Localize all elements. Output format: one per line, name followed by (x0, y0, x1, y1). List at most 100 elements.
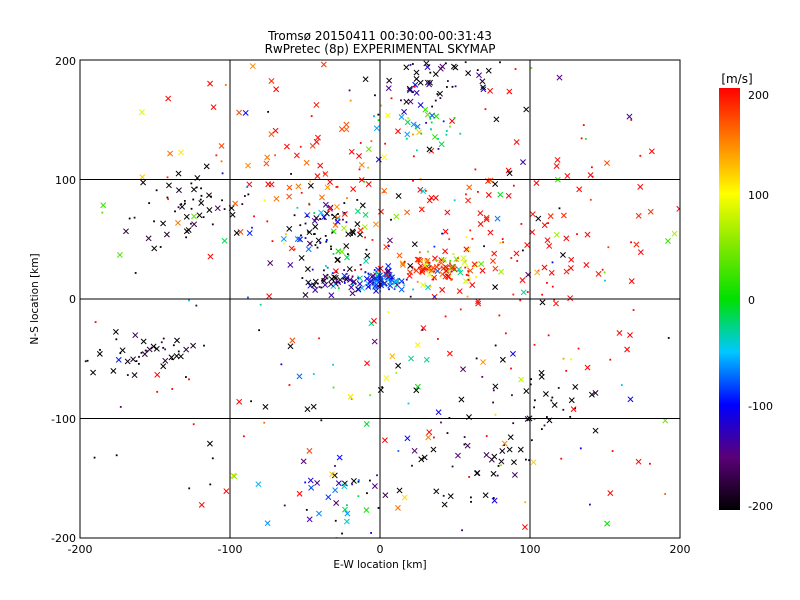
data-point-cross (232, 200, 239, 207)
data-point-dot (459, 132, 462, 135)
data-point-cross (499, 356, 506, 363)
data-point-cross (183, 213, 190, 220)
data-point-dot (440, 266, 443, 269)
data-point-dot (325, 239, 328, 241)
data-point-cross (588, 391, 595, 398)
data-point-dot (367, 272, 370, 275)
data-point-dot (468, 476, 471, 478)
data-point-dot (464, 266, 467, 269)
data-point-dot (390, 218, 392, 221)
data-point-dot (331, 231, 334, 234)
data-point-dot (185, 236, 188, 239)
data-point-dot (171, 388, 174, 390)
data-point-cross (461, 259, 468, 266)
data-point-dot (469, 229, 472, 232)
data-point-cross (229, 211, 236, 218)
data-point-dot (364, 236, 366, 239)
data-point-cross (396, 487, 403, 494)
data-point-cross (280, 235, 287, 242)
data-point-dot (190, 222, 192, 225)
data-point-dot (313, 233, 315, 236)
data-point-cross (356, 280, 363, 287)
data-point-dot (521, 249, 524, 252)
data-point-cross (447, 493, 454, 500)
data-point-cross (231, 473, 238, 480)
data-point-cross (306, 516, 313, 523)
data-point-dot (590, 166, 593, 169)
data-point-dot (411, 266, 414, 269)
data-point-cross (304, 266, 311, 273)
data-point-cross (456, 288, 463, 295)
data-point-dot (465, 273, 468, 276)
data-point-cross (482, 492, 489, 499)
data-point-cross (410, 121, 417, 128)
data-point-cross (465, 70, 472, 77)
data-point-cross (322, 171, 329, 177)
data-point-cross (425, 284, 431, 291)
data-point-dot (512, 293, 515, 296)
data-point-cross (439, 286, 446, 293)
data-point-cross (524, 242, 531, 248)
data-point-cross (414, 341, 421, 348)
data-point-cross (398, 278, 405, 285)
data-point-dot (511, 394, 513, 397)
data-point-cross (300, 458, 307, 465)
data-point-cross (343, 121, 350, 128)
data-point-cross (179, 203, 186, 210)
data-point-dot (467, 270, 470, 273)
data-point-dot (429, 265, 432, 268)
data-point-dot (444, 62, 447, 65)
data-point-cross (314, 173, 321, 180)
data-point-dot (390, 97, 393, 100)
data-point-dot (426, 261, 429, 264)
data-point-dot (396, 280, 399, 283)
data-point-dot (174, 210, 176, 213)
data-point-dot (551, 396, 554, 399)
data-point-dot (425, 190, 427, 192)
data-point-cross (302, 292, 309, 298)
data-point-cross (365, 146, 372, 153)
data-point-cross (272, 127, 279, 134)
data-point-cross (268, 181, 275, 188)
data-point-cross (398, 114, 405, 120)
data-point-cross (307, 182, 314, 189)
data-point-cross (268, 78, 275, 84)
data-point-cross (411, 447, 418, 454)
data-point-cross (462, 278, 469, 284)
data-point-cross (165, 95, 172, 102)
data-point-dot (412, 179, 414, 182)
data-point-dot (412, 91, 414, 94)
data-point-cross (676, 205, 680, 212)
data-point-cross (295, 183, 302, 190)
data-point-dot (524, 501, 527, 504)
data-point-cross (492, 265, 499, 272)
data-point-dot (184, 202, 186, 205)
data-point-cross (138, 109, 145, 116)
data-point-dot (332, 363, 334, 366)
data-point-cross (207, 80, 214, 87)
data-point-dot (468, 277, 471, 279)
data-point-dot (510, 257, 513, 259)
data-point-dot (84, 360, 87, 363)
data-point-cross (523, 106, 530, 113)
data-point-cross (477, 221, 484, 227)
data-point-dot (471, 237, 474, 240)
data-point-cross (487, 229, 494, 236)
data-point-dot (166, 196, 169, 199)
data-point-cross (491, 497, 498, 504)
data-point-dot (423, 267, 426, 270)
data-point-dot (384, 142, 387, 145)
data-point-cross (333, 203, 340, 210)
data-point-dot (299, 224, 302, 227)
data-point-cross (312, 223, 319, 230)
data-point-cross (429, 112, 436, 119)
data-point-dot (430, 121, 433, 124)
data-point-dot (241, 203, 244, 206)
data-point-cross (480, 84, 487, 91)
data-point-cross (506, 170, 513, 177)
data-point-cross (460, 366, 467, 373)
data-point-dot (325, 240, 328, 243)
data-point-cross (296, 373, 303, 380)
data-point-cross (153, 345, 160, 352)
data-point-dot (312, 373, 315, 375)
